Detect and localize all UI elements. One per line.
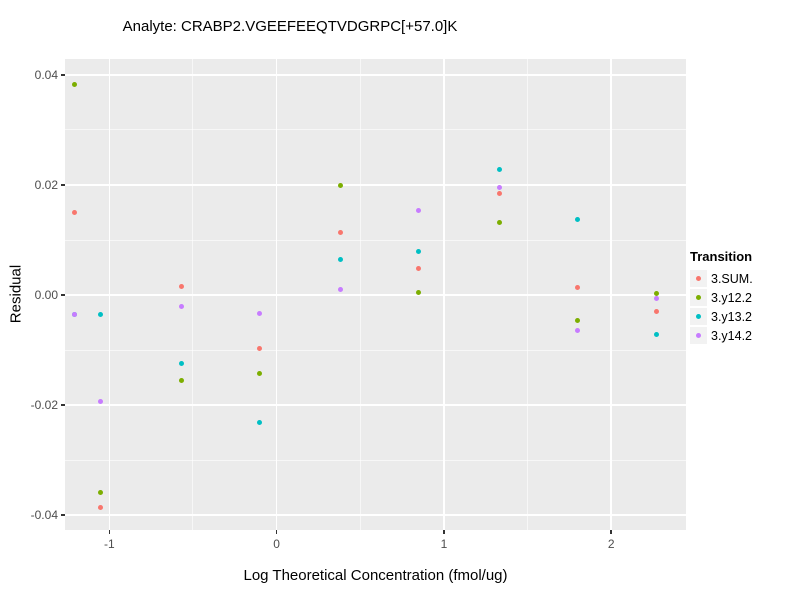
major-gridline-horizontal [65,514,686,516]
data-point [257,311,263,317]
y-tick-mark [61,74,65,76]
legend-item-label: 3.SUM. [711,271,753,286]
data-point [496,190,502,196]
data-point [653,308,659,314]
data-point [416,208,422,214]
data-point [575,217,581,223]
data-point [337,229,343,235]
data-point [257,346,263,352]
major-gridline-horizontal [65,404,686,406]
y-tick-label: 0.04 [34,67,58,82]
data-point [178,378,184,384]
data-point [653,296,659,302]
data-point [416,249,422,255]
data-point [416,289,422,295]
y-tick-mark [61,514,65,516]
x-tick-label: -1 [103,537,115,551]
data-point [496,184,502,190]
legend: Transition 3.SUM. 3.y12.2 3.y13.2 3.y14.… [690,249,753,345]
data-point [71,81,77,87]
x-tick-mark [443,530,445,534]
data-point [98,399,104,405]
legend-item-label: 3.y12.2 [711,290,753,305]
plot-panel [65,59,686,530]
y-tick-label: 0.02 [34,178,58,192]
data-point [257,370,263,376]
data-point [653,332,659,338]
legend-item: 3.y12.2 [690,288,753,307]
legend-item: 3.SUM. [690,269,753,288]
y-tick-label: 0.00 [34,288,58,303]
legend-item: 3.y13.2 [690,307,753,326]
chart-title: Analyte: CRABP2.VGEEFEEQTVDGRPC[+57.0]K [122,18,458,35]
data-point [257,419,263,425]
legend-key [690,289,707,306]
data-point [496,166,502,172]
data-point [178,361,184,367]
x-tick-label: 2 [607,537,615,551]
data-point [496,219,502,225]
data-point [98,489,104,495]
series-dot-icon [696,276,701,281]
major-gridline-horizontal [65,294,686,296]
data-point [337,182,343,188]
y-tick-label: -0.02 [30,398,58,413]
y-tick-mark [61,184,65,186]
data-point [337,257,343,263]
legend-item: 3.y14.2 [690,326,753,345]
x-tick-mark [275,530,278,534]
data-point [575,284,581,290]
minor-gridline-horizontal [65,459,686,461]
data-point [178,283,184,289]
series-dot-icon [696,295,701,300]
minor-gridline-horizontal [65,129,686,131]
y-tick-mark [61,404,65,406]
data-point [653,291,659,297]
legend-title: Transition [690,249,753,264]
major-gridline-horizontal [65,74,686,76]
x-tick-label: 0 [273,537,280,551]
data-point [98,505,104,511]
data-point [416,265,422,271]
x-tick-mark [108,530,111,534]
data-point [337,287,343,293]
legend-item-label: 3.y13.2 [711,309,753,324]
legend-item-label: 3.y14.2 [711,328,753,343]
minor-gridline-horizontal [65,349,686,351]
minor-gridline-horizontal [65,239,686,241]
data-point [178,304,184,310]
legend-key [690,270,707,287]
x-axis-title: Log Theoretical Concentration (fmol/ug) [243,567,508,584]
series-dot-icon [696,333,701,338]
series-dot-icon [696,314,701,319]
x-tick-label: 1 [440,537,448,551]
x-tick-mark [610,530,612,534]
data-point [575,327,581,333]
major-gridline-horizontal [65,184,686,186]
data-point [71,311,77,317]
data-point [98,312,104,318]
legend-key [690,327,707,344]
y-tick-mark [61,294,65,296]
data-point [71,210,77,215]
legend-key [690,308,707,325]
y-tick-label: -0.04 [30,508,58,523]
data-point [575,317,581,323]
